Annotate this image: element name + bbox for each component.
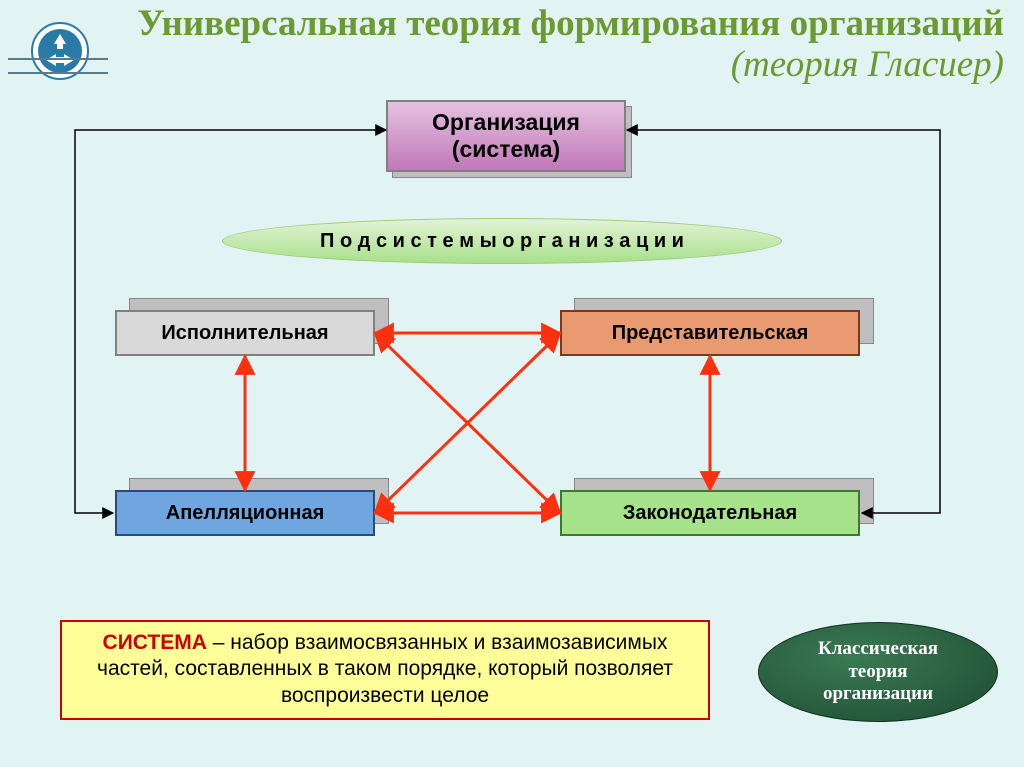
corner-line2: теория [818,661,938,684]
definition-emph: СИСТЕМА [103,631,207,654]
recycle-logo [20,16,100,86]
org-box-line2: (система) [432,136,580,163]
classical-theory-ellipse: Классическая теория организации [758,622,998,722]
org-system-box: Организация (система) [386,100,626,172]
org-box-line1: Организация [432,109,580,136]
subsystem-executive: Исполнительная [115,310,375,356]
title-main: Универсальная теория формирования органи… [137,3,1004,44]
title-sub: (теория Гласиер) [731,44,1004,85]
slide-title: Универсальная теория формирования органи… [110,4,1004,85]
subsystems-label: П о д с и с т е м ы о р г а н и з а ц и … [222,218,782,264]
slide-root: Универсальная теория формирования органи… [0,0,1024,767]
decorative-line [8,72,108,74]
corner-line1: Классическая [818,638,938,661]
decorative-line [8,58,108,60]
subsystem-legislative: Законодательная [560,490,860,536]
subsystems-label-text: П о д с и с т е м ы о р г а н и з а ц и … [320,230,684,253]
definition-box: СИСТЕМА – набор взаимосвязанных и взаимо… [60,620,710,720]
subsystem-representative: Представительская [560,310,860,356]
corner-line3: организации [818,683,938,706]
subsystem-appeal: Апелляционная [115,490,375,536]
